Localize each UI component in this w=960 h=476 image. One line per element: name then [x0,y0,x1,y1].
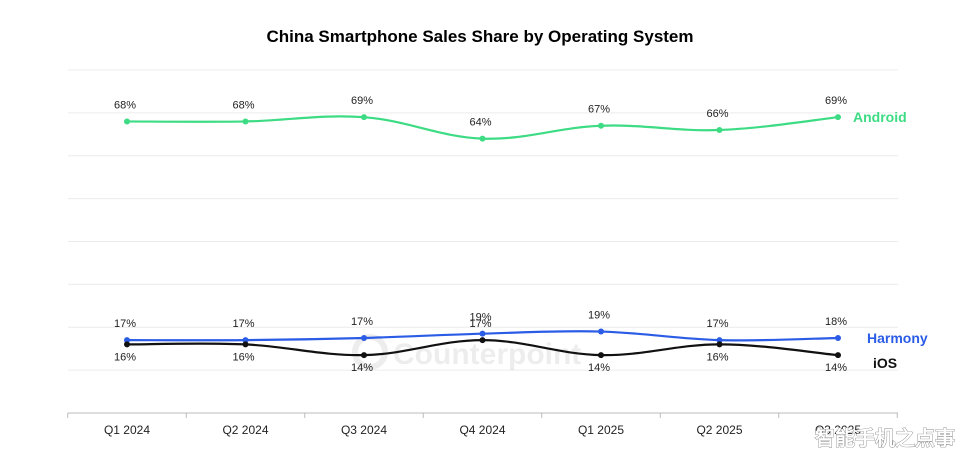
android-data-label: 68% [114,99,136,111]
harmony-series-name: Harmony [867,330,928,346]
harmony-data-label: 19% [469,312,491,324]
harmony-data-point [835,334,841,341]
ios-series-name: iOS [873,355,897,371]
android-data-point [716,127,723,134]
x-tick-label: Q4 2024 [459,423,505,437]
x-axis: Q1 2024 Q2 2024 Q3 2024 Q4 2024 Q1 2025 Q2 20… [67,412,898,437]
ios-data-point [479,337,486,344]
android-data-point [479,135,486,142]
watermark: Counterpoint [352,334,581,371]
ios-data-label: 17% [469,318,491,330]
android-data-point [598,122,604,129]
x-tick-label: Q3 2024 [341,423,387,437]
x-tick-label: Q3 2025 [815,423,861,437]
harmony-data-label: 17% [232,318,254,330]
harmony-data-point [124,337,130,344]
ios-data-point [835,352,841,359]
grid-lines [68,69,898,371]
harmony-data-point [242,337,249,344]
android-data-label: 64% [469,117,491,129]
android-data-point [835,114,841,121]
harmony-data-label: 17% [706,318,728,330]
android-data-point [361,114,367,121]
ios-data-label: 14% [825,362,847,374]
android-data-point [242,118,249,125]
ios-data-point [361,352,367,359]
x-tick-label: Q2 2025 [696,423,742,437]
x-tick-label: Q1 2025 [578,423,624,437]
ios-data-label: 14% [588,362,610,374]
ios-data-label: 16% [114,351,136,363]
chart-title: China Smartphone Sales Share by Operatin… [266,27,694,46]
x-tick-label: Q1 2024 [104,423,150,437]
harmony-data-point [598,328,604,335]
harmony-data-point [716,337,723,344]
harmony-data-label: 18% [825,316,847,328]
android-data-label: 67% [588,104,610,116]
android-data-point [124,118,130,125]
ios-data-point [716,341,723,348]
harmony-data-point [479,330,486,337]
android-data-label: 68% [232,99,254,111]
series-group [124,114,841,359]
ios-data-point [124,341,130,348]
android-data-label: 66% [706,108,728,120]
watermark-text: Counterpoint [393,338,581,371]
android-data-label: 69% [825,95,847,107]
corner-watermark-text: 智能手机之点事 [815,426,955,450]
harmony-data-label: 19% [588,310,610,322]
harmony-data-point [361,334,367,341]
harmony-data-label: 17% [351,316,373,328]
harmony-data-label: 17% [114,318,136,330]
ios-data-label: 16% [232,351,254,363]
x-tick-label: Q2 2024 [222,423,268,437]
ios-data-point [242,341,249,348]
ios-data-label: 16% [706,351,728,363]
android-data-label: 69% [351,95,373,107]
ios-data-point [598,352,604,359]
android-series-name: Android [853,109,907,125]
ios-data-label: 14% [351,362,373,374]
